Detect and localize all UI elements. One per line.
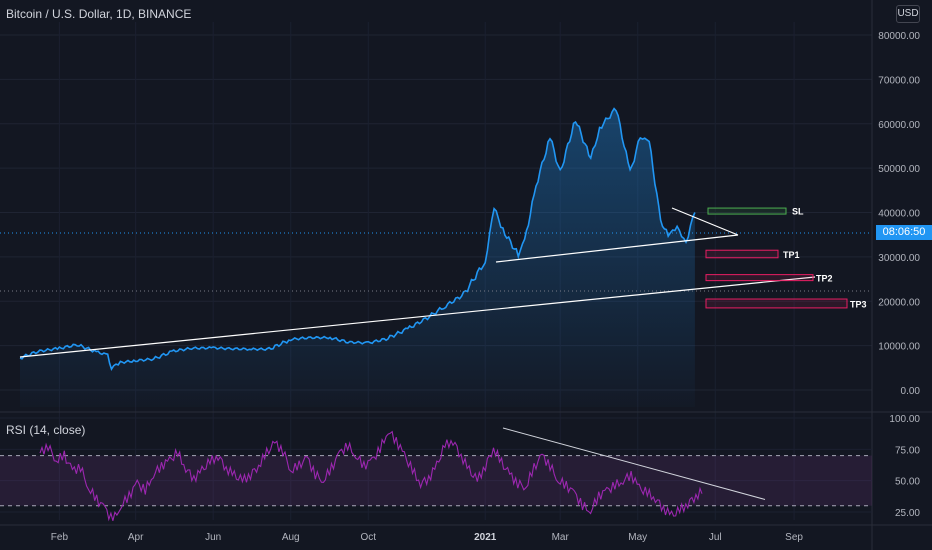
target-label-tp2: TP2 — [816, 273, 833, 283]
rsi-title: RSI (14, close) — [6, 423, 86, 437]
rsi-indicator — [0, 427, 872, 522]
price-tick-label: 10000.00 — [878, 342, 920, 353]
trendlines — [0, 207, 872, 358]
target-box-tp2 — [705, 274, 814, 282]
rsi-tick-label: 25.00 — [895, 508, 920, 519]
support-trendline — [495, 234, 739, 263]
time-tick-label: Jul — [709, 532, 722, 543]
price-tick-label: 70000.00 — [878, 75, 920, 86]
chart-title: Bitcoin / U.S. Dollar, 1D, BINANCE — [6, 7, 192, 21]
rsi-tick-label: 50.00 — [895, 477, 920, 488]
rsi-tick-label: 75.00 — [895, 445, 920, 456]
price-area — [20, 108, 695, 407]
target-label-tp3: TP3 — [850, 299, 867, 309]
time-tick-label: Oct — [360, 532, 376, 543]
time-tick-label: Aug — [282, 532, 300, 543]
resistance-trendline — [671, 207, 739, 236]
target-label-sl: SL — [792, 206, 804, 216]
target-label-tp1: TP1 — [783, 250, 800, 260]
rsi-series-line — [39, 430, 703, 522]
time-tick-label: Mar — [552, 532, 570, 543]
price-tick-label: 50000.00 — [878, 164, 920, 175]
price-tick-label: 20000.00 — [878, 297, 920, 308]
target-boxes: SL TP1 TP2 TP3 — [705, 206, 867, 309]
price-tick-label: 30000.00 — [878, 253, 920, 264]
currency-button[interactable]: USD — [896, 5, 920, 23]
price-tick-label: 80000.00 — [878, 31, 920, 42]
time-tick-label: Sep — [785, 532, 803, 543]
long-term-trendline — [19, 276, 816, 358]
target-box-tp1 — [705, 249, 779, 259]
price-tick-label: 60000.00 — [878, 120, 920, 131]
rsi-trendline — [502, 427, 766, 500]
price-tick-label: 0.00 — [901, 386, 921, 397]
time-tick-label: Jun — [205, 532, 221, 543]
price-area-fill — [20, 108, 695, 407]
target-box-sl — [707, 207, 787, 215]
axes: 0.00 10000.00 20000.00 30000.00 40000.00 5000… — [51, 31, 921, 543]
time-tick-label: May — [628, 532, 647, 543]
price-line — [19, 107, 696, 371]
time-tick-label: Feb — [51, 532, 69, 543]
target-box-tp3 — [705, 298, 848, 309]
current-price-label: 08:06:50 — [876, 225, 932, 240]
price-tick-label: 40000.00 — [878, 209, 920, 220]
price-series-line — [19, 107, 696, 371]
rsi-tick-label: 100.00 — [889, 414, 920, 425]
time-tick-label: Apr — [128, 532, 144, 543]
time-tick-label: 2021 — [474, 532, 497, 543]
